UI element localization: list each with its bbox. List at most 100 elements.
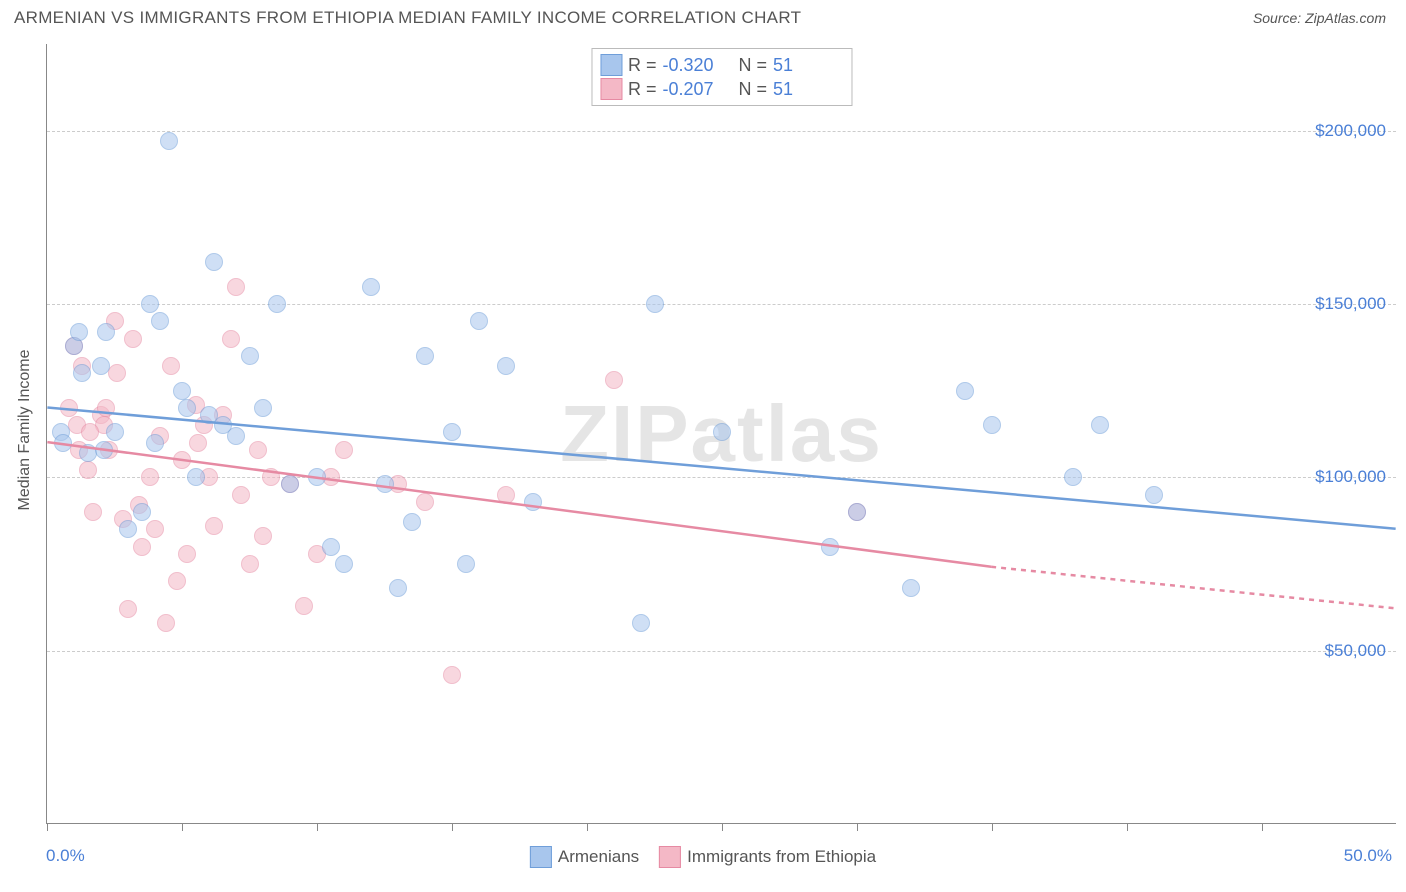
x-axis-max-label: 50.0% [1344, 846, 1392, 866]
ethiopia-point [416, 493, 434, 511]
n-label: N = [739, 79, 768, 100]
ethiopia-point [295, 597, 313, 615]
swatch-ethiopia [600, 78, 622, 100]
ethiopia-point [157, 614, 175, 632]
y-axis-label: Median Family Income [16, 350, 34, 511]
legend-row-armenians: R = -0.320 N = 51 [600, 53, 843, 77]
ethiopia-point [254, 527, 272, 545]
armenians-point [983, 416, 1001, 434]
ethiopia-point [60, 399, 78, 417]
ethiopia-point [173, 451, 191, 469]
armenians-point [173, 382, 191, 400]
scatter-chart: ZIPatlas R = -0.320 N = 51 R = -0.207 N … [46, 44, 1396, 824]
gridline [47, 131, 1396, 132]
armenians-point [268, 295, 286, 313]
x-axis-min-label: 0.0% [46, 846, 85, 866]
gridline [47, 651, 1396, 652]
gridline [47, 477, 1396, 478]
gridline [47, 304, 1396, 305]
armenians-point [443, 423, 461, 441]
armenians-point [376, 475, 394, 493]
armenians-point [146, 434, 164, 452]
chart-title: ARMENIAN VS IMMIGRANTS FROM ETHIOPIA MED… [14, 8, 801, 28]
ethiopia-point [241, 555, 259, 573]
armenians-point [457, 555, 475, 573]
armenians-point [902, 579, 920, 597]
armenians-point [79, 444, 97, 462]
armenians-point [362, 278, 380, 296]
armenians-point [713, 423, 731, 441]
armenians-point [227, 427, 245, 445]
y-tick-label: $150,000 [1315, 294, 1386, 314]
ethiopia-point [443, 666, 461, 684]
x-tick [47, 823, 48, 831]
armenians-point [1064, 468, 1082, 486]
ethiopia-point [162, 357, 180, 375]
x-tick [182, 823, 183, 831]
legend-item-ethiopia: Immigrants from Ethiopia [659, 846, 876, 868]
armenians-point [956, 382, 974, 400]
ethiopia-point [605, 371, 623, 389]
legend-label-ethiopia: Immigrants from Ethiopia [687, 847, 876, 867]
ethiopia-point [262, 468, 280, 486]
ethiopia-point [141, 468, 159, 486]
ethiopia-point [124, 330, 142, 348]
armenians-point [281, 475, 299, 493]
n-value-armenians: 51 [773, 55, 843, 76]
r-value-armenians: -0.320 [663, 55, 733, 76]
x-tick [317, 823, 318, 831]
armenians-point [254, 399, 272, 417]
legend-row-ethiopia: R = -0.207 N = 51 [600, 77, 843, 101]
r-label: R = [628, 55, 657, 76]
armenians-point [141, 295, 159, 313]
armenians-point [241, 347, 259, 365]
ethiopia-point [168, 572, 186, 590]
armenians-point [70, 323, 88, 341]
x-tick [857, 823, 858, 831]
armenians-point [54, 434, 72, 452]
armenians-point [335, 555, 353, 573]
armenians-point [92, 357, 110, 375]
armenians-point [497, 357, 515, 375]
armenians-point [632, 614, 650, 632]
r-label: R = [628, 79, 657, 100]
x-tick [992, 823, 993, 831]
armenians-point [403, 513, 421, 531]
x-tick [1127, 823, 1128, 831]
armenians-point [119, 520, 137, 538]
ethiopia-point [81, 423, 99, 441]
source-attribution: Source: ZipAtlas.com [1253, 10, 1386, 26]
ethiopia-point [232, 486, 250, 504]
ethiopia-point [79, 461, 97, 479]
x-tick [1262, 823, 1263, 831]
armenians-point [106, 423, 124, 441]
armenians-point [151, 312, 169, 330]
ethiopia-point [205, 517, 223, 535]
y-tick-label: $50,000 [1325, 641, 1386, 661]
armenians-point [322, 538, 340, 556]
ethiopia-point [146, 520, 164, 538]
series-legend: Armenians Immigrants from Ethiopia [530, 846, 876, 868]
x-tick [452, 823, 453, 831]
ethiopia-point [178, 545, 196, 563]
armenians-point [1145, 486, 1163, 504]
ethiopia-point [108, 364, 126, 382]
ethiopia-point [133, 538, 151, 556]
armenians-point [73, 364, 91, 382]
legend-label-armenians: Armenians [558, 847, 639, 867]
armenians-point [389, 579, 407, 597]
ethiopia-point [222, 330, 240, 348]
armenians-point [187, 468, 205, 486]
armenians-point [416, 347, 434, 365]
ethiopia-point [119, 600, 137, 618]
r-value-ethiopia: -0.207 [663, 79, 733, 100]
armenians-point [1091, 416, 1109, 434]
n-value-ethiopia: 51 [773, 79, 843, 100]
armenians-point [97, 323, 115, 341]
armenians-point [133, 503, 151, 521]
swatch-ethiopia [659, 846, 681, 868]
armenians-point [821, 538, 839, 556]
swatch-armenians [530, 846, 552, 868]
armenians-point [848, 503, 866, 521]
swatch-armenians [600, 54, 622, 76]
